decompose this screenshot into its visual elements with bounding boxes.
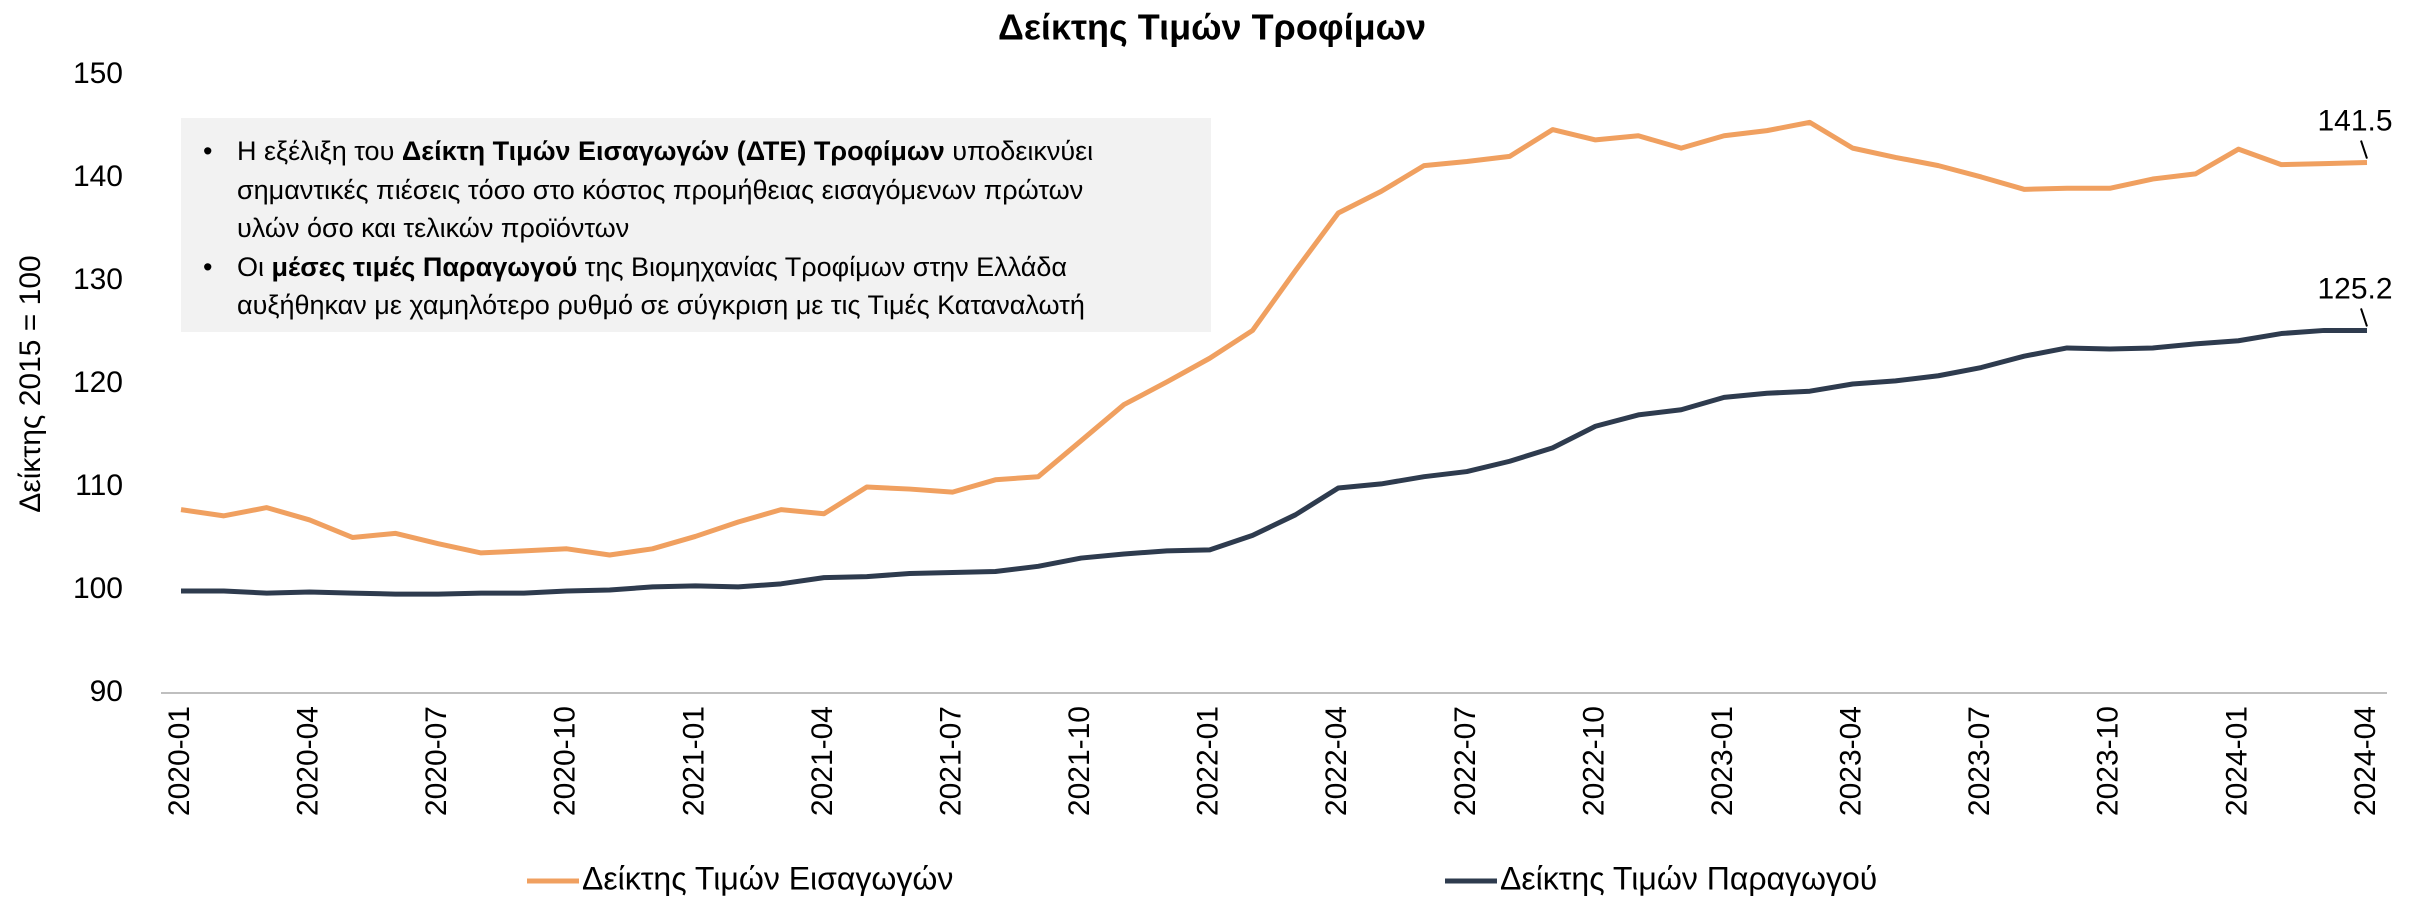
label-leader [2360,140,2368,159]
annotation-text: σημαντικές πιέσεις τόσο στο κόστος προμή… [237,174,1084,205]
annotation-text: αυξήθηκαν με χαμηλότερο ρυθμό σε σύγκρισ… [237,290,1085,320]
annotation-line: Οι μέσες τιμές Παραγωγού της Βιομηχανίας… [237,248,1211,287]
annotation-text: υποδεικνύει [944,136,1094,166]
y-tick-label: 100 [73,572,123,605]
annotation-text: Η εξέλιξη του [237,136,402,166]
y-tick-label: 150 [73,57,123,90]
annotation-line: αυξήθηκαν με χαμηλότερο ρυθμό σε σύγκρισ… [237,286,1211,325]
value-label: 125.2 [2317,272,2392,305]
y-tick-label: 140 [73,160,123,193]
x-tick-label: 2022-07 [1449,706,1482,816]
x-tick-label: 2021-10 [1063,706,1096,816]
annotation-line: σημαντικές πιέσεις τόσο στο κόστος προμή… [237,171,1211,210]
annotation-text: Οι [237,251,272,282]
annotation-line: υλών όσο και τελικών προϊόντων [237,209,1211,248]
x-tick-label: 2021-04 [806,706,839,816]
x-tick-label: 2023-01 [1706,706,1739,816]
x-tick-label: 2022-10 [1577,706,1610,816]
series-line [180,119,2368,558]
x-tick-label: 2020-01 [163,706,196,816]
y-axis-label: Δείκτης 2015 = 100 [14,255,47,512]
y-tick-label: 110 [75,469,123,502]
x-tick-label: 2024-04 [2349,706,2382,816]
x-tick-label: 2023-10 [2092,706,2125,816]
x-tick-label: 2022-01 [1192,706,1225,816]
x-tick-label: 2022-04 [1320,706,1353,816]
legend-label: Δείκτης Τιμών Εισαγωγών [582,860,953,896]
annotation-text: της Βιομηχανίας Τροφίμων στην Ελλάδα [577,251,1067,282]
y-tick-label: 130 [73,263,123,296]
annotation-bold-text: μέσες τιμές Παραγωγού [271,251,578,282]
annotation-text: υλών όσο και τελικών προϊόντων [237,213,630,243]
x-tick-label: 2020-04 [292,706,325,816]
y-tick-label: 120 [73,366,123,399]
series-line [181,327,2367,597]
x-tick-label: 2020-07 [420,706,453,816]
annotation-bold-text: Δείκτη Τιμών Εισαγωγών (ΔΤΕ) Τροφίμων [401,136,945,166]
y-tick-label: 90 [90,675,123,708]
x-tick-label: 2024-01 [2220,706,2253,816]
x-tick-label: 2023-04 [1835,706,1868,816]
annotation-line: Η εξέλιξη του Δείκτη Τιμών Εισαγωγών (ΔΤ… [237,132,1211,171]
legend-label: Δείκτης Τιμών Παραγωγού [1500,860,1877,896]
x-tick-label: 2020-10 [549,706,582,816]
x-tick-label: 2021-07 [934,706,967,816]
label-leader [2360,308,2368,327]
annotation-bullet: Η εξέλιξη του Δείκτη Τιμών Εισαγωγών (ΔΤ… [203,132,1211,248]
value-label: 141.5 [2317,104,2392,137]
annotation-box: Η εξέλιξη του Δείκτη Τιμών Εισαγωγών (ΔΤ… [181,118,1211,332]
x-tick-label: 2023-07 [1963,706,1996,816]
x-tick-label: 2021-01 [677,706,710,816]
annotation-bullet: Οι μέσες τιμές Παραγωγού της Βιομηχανίας… [203,248,1211,325]
chart-title: Δείκτης Τιμών Τροφίμων [998,7,1426,48]
